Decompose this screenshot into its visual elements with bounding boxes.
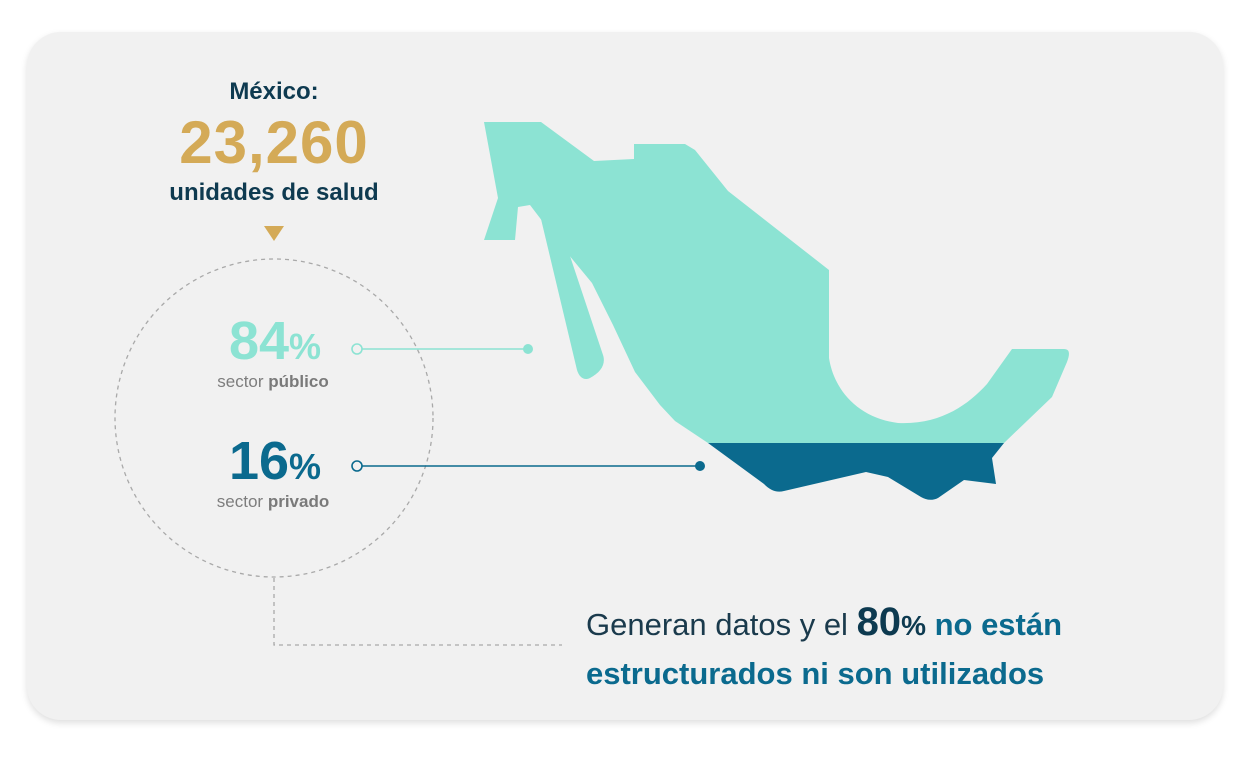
private-percentage-sign: %	[289, 446, 322, 487]
private-connector-end	[695, 461, 705, 471]
dashed-circle	[114, 258, 434, 578]
map-baja-peninsula	[536, 191, 604, 380]
mexico-map-icon	[484, 122, 1069, 500]
total-units-number: 23,260	[179, 109, 369, 176]
private-percentage-value: 16	[228, 431, 290, 491]
footer-percentage-value: 80	[856, 600, 902, 644]
public-connector-start	[351, 343, 363, 355]
footer-highlight-1: no están	[925, 607, 1063, 642]
public-percentage: 84%	[200, 313, 350, 375]
public-sector-prefix: sector	[217, 372, 269, 391]
map-private-region	[708, 443, 1004, 500]
public-sector-emphasis: público	[268, 372, 329, 391]
private-sector-label: sector privado	[173, 492, 373, 512]
private-sector-prefix: sector	[216, 492, 268, 511]
private-percentage: 16%	[200, 433, 350, 495]
public-connector-end	[523, 344, 533, 354]
units-subtitle: unidades de salud	[169, 179, 379, 206]
dashed-connector	[273, 578, 562, 646]
private-connector-start	[351, 460, 363, 472]
country-label: México:	[229, 78, 319, 105]
map-mainland	[484, 122, 1069, 443]
triangle-down-icon	[264, 226, 284, 241]
footer-percentage-sign: %	[901, 610, 926, 641]
private-sector-emphasis: privado	[267, 492, 330, 511]
public-percentage-sign: %	[289, 326, 322, 367]
footer-lead: Generan datos y el	[586, 607, 857, 642]
footer-highlight-2: estructurados ni son utilizados	[586, 656, 1045, 691]
public-sector-label: sector público	[173, 372, 373, 392]
footer-percentage: 80%	[857, 600, 926, 644]
footer-statement: Generan datos y el 80% no están estructu…	[586, 598, 1186, 698]
public-percentage-value: 84	[228, 311, 290, 371]
